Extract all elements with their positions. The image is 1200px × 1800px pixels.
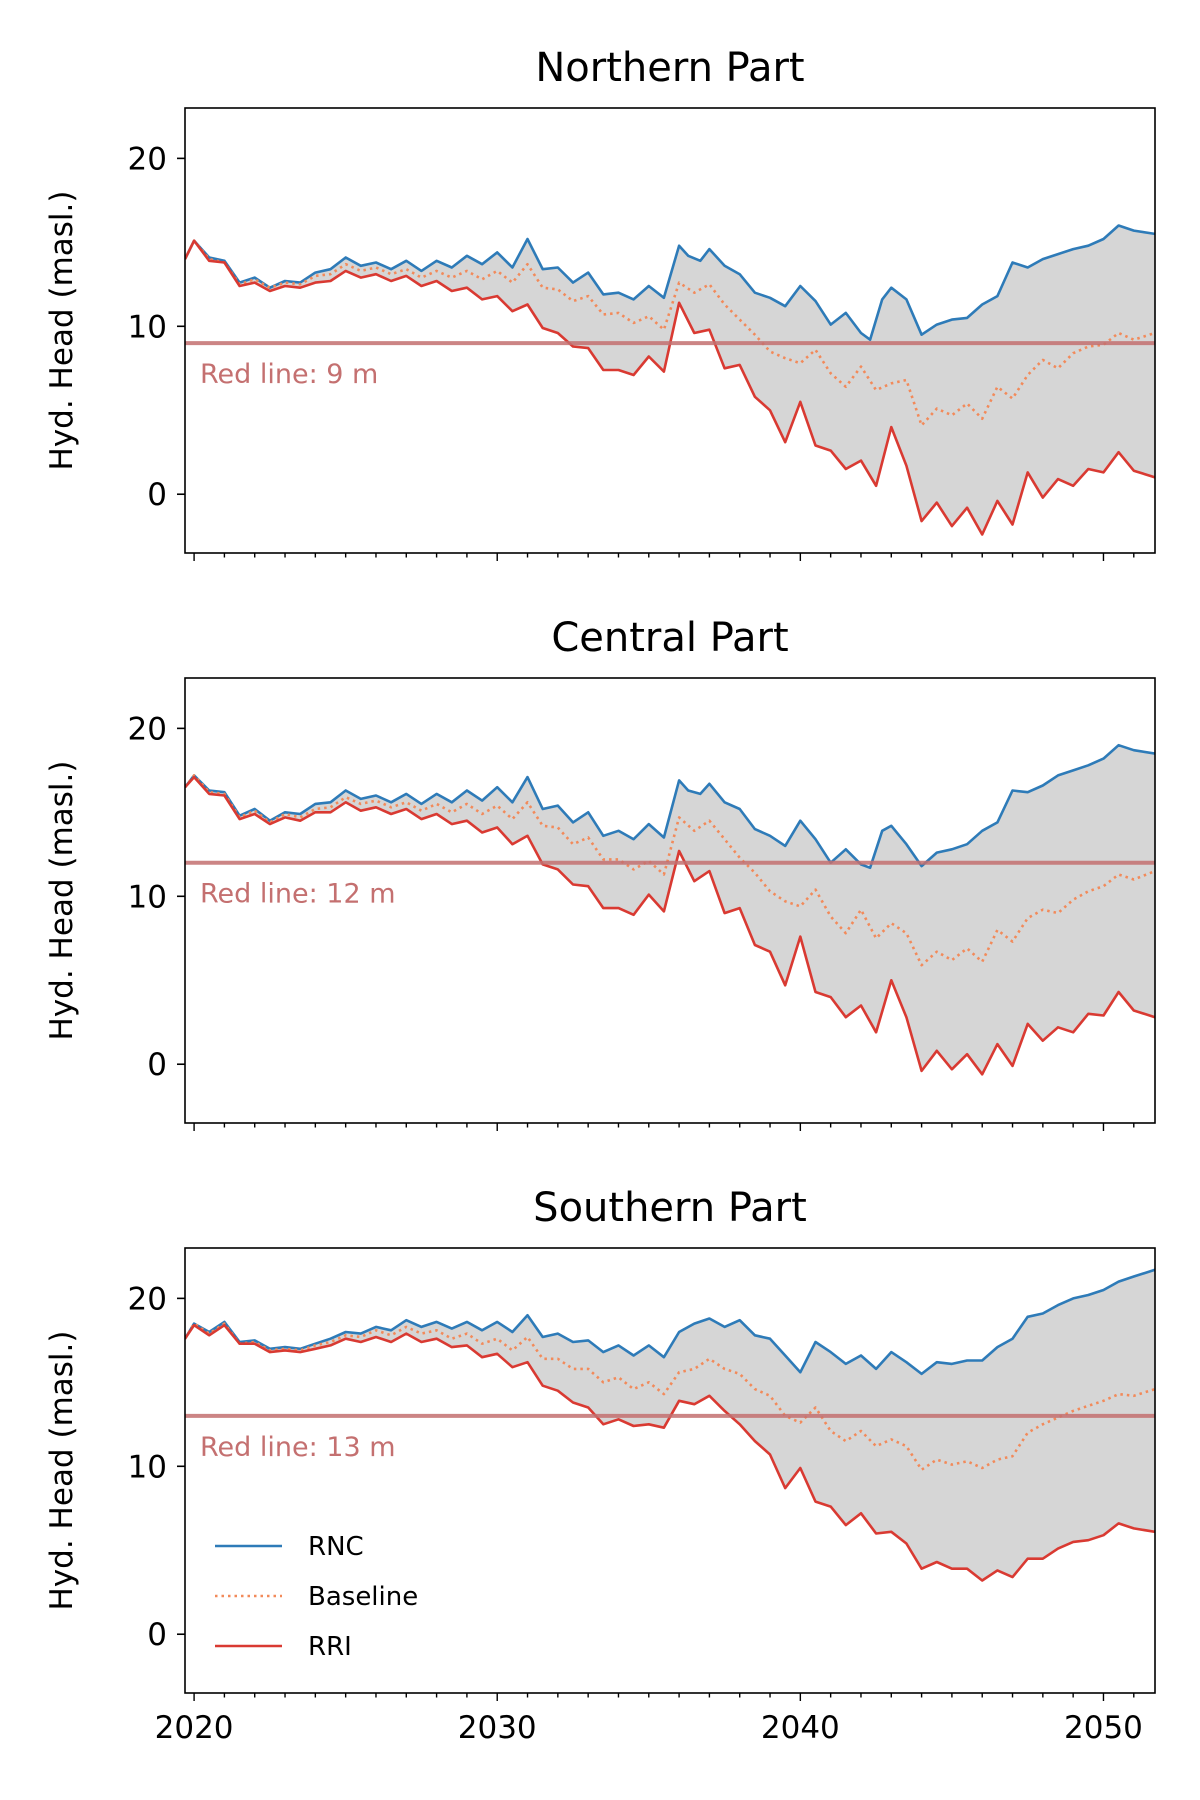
legend: RNC Baseline RRI — [215, 1532, 418, 1662]
y-axis-label: Hyd. Head (masl.) — [44, 1331, 80, 1611]
y-tick-label: 10 — [128, 1449, 167, 1485]
series-line-baseline — [185, 239, 1155, 427]
series-line-baseline — [185, 1322, 1155, 1471]
panel-1: Red line: 9 m 0 10 20 Northern Part Hyd. Head… — [44, 45, 1156, 561]
series-line-rnc — [185, 224, 1155, 341]
panel-title: Southern Part — [533, 1185, 807, 1231]
legend-label-rnc: RNC — [308, 1532, 364, 1562]
series-line-baseline — [185, 774, 1155, 967]
series-line-rnc — [185, 743, 1155, 870]
plot-area — [185, 743, 1155, 1076]
panel-2: Red line: 12 m 0 10 20 Central Part Hyd. Head… — [44, 615, 1156, 1131]
y-tick-label: 10 — [128, 879, 167, 915]
legend-label-rri: RRI — [308, 1632, 352, 1662]
y-tick-label: 0 — [147, 1047, 167, 1083]
axes-frame — [184, 1247, 1156, 1694]
y-tick-label: 0 — [147, 1617, 167, 1653]
shaded-range — [185, 225, 1155, 535]
red-line-label: Red line: 13 m — [200, 1432, 396, 1463]
x-tick-label: 2030 — [458, 1710, 537, 1746]
series-line-rri — [185, 239, 1155, 536]
y-tick-label: 20 — [128, 1281, 167, 1317]
y-tick-label: 20 — [128, 141, 167, 177]
x-tick-label: 2050 — [1064, 1710, 1143, 1746]
shaded-range — [185, 1269, 1155, 1581]
shaded-range — [185, 745, 1155, 1075]
panel-title: Central Part — [551, 615, 788, 661]
y-axis-label: Hyd. Head (masl.) — [44, 761, 80, 1041]
panel-title: Northern Part — [535, 45, 804, 91]
axes-frame — [184, 677, 1156, 1124]
y-axis-label: Hyd. Head (masl.) — [44, 191, 80, 471]
plot-area — [185, 1268, 1155, 1582]
series-line-rnc — [185, 1268, 1155, 1376]
axes-frame — [184, 107, 1156, 554]
plot-area — [185, 224, 1155, 536]
y-tick-label: 20 — [128, 711, 167, 747]
x-tick-label: 2020 — [155, 1710, 234, 1746]
series-line-rri — [185, 1323, 1155, 1582]
red-line-label: Red line: 9 m — [200, 359, 378, 390]
red-line-label: Red line: 12 m — [200, 879, 396, 910]
legend-label-baseline: Baseline — [308, 1582, 418, 1612]
y-tick-label: 0 — [147, 477, 167, 513]
series-line-rri — [185, 775, 1155, 1076]
x-tick-label: 2040 — [761, 1710, 840, 1746]
y-tick-label: 10 — [128, 309, 167, 345]
